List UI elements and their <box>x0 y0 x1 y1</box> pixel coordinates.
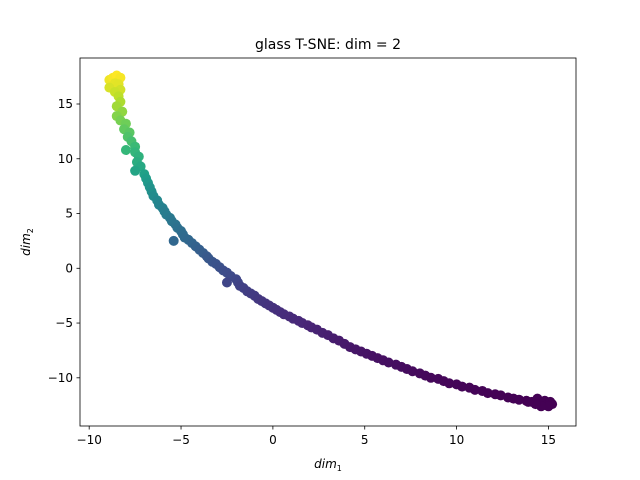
y-tick-label: 0 <box>65 261 73 275</box>
y-tick-label: −10 <box>48 371 73 385</box>
y-axis-label-sub: 2 <box>26 228 35 233</box>
data-point <box>221 277 232 288</box>
data-point <box>482 388 493 399</box>
data-point <box>543 401 554 412</box>
x-tick-label: 15 <box>541 433 556 447</box>
data-point <box>457 381 468 392</box>
data-point <box>444 378 455 389</box>
x-tick-label: −10 <box>77 433 102 447</box>
y-tick-label: 15 <box>58 97 73 111</box>
data-point <box>130 165 141 176</box>
x-axis-label-sub: 1 <box>337 464 342 473</box>
y-tick-label: 5 <box>65 207 73 221</box>
chart-title: glass T-SNE: dim = 2 <box>255 37 401 53</box>
data-point <box>120 145 131 155</box>
data-point <box>514 394 525 405</box>
y-tick-label: 10 <box>58 152 73 166</box>
x-axis-ticks: −10 −5 0 5 10 15 <box>77 426 556 447</box>
data-point <box>168 235 179 246</box>
y-tick-label: −5 <box>55 316 73 330</box>
x-tick-label: 10 <box>449 433 464 447</box>
y-axis-ticks: −10 −5 0 5 10 15 <box>48 97 80 385</box>
y-axis-label: dim2 <box>19 228 35 256</box>
y-axis-label-base: dim <box>19 233 33 256</box>
x-axis-label: dim1 <box>314 457 342 473</box>
x-tick-label: 5 <box>361 433 369 447</box>
x-tick-label: 0 <box>269 433 277 447</box>
x-axis-label-base: dim <box>314 457 337 471</box>
data-point <box>469 384 480 395</box>
data-point <box>523 396 534 407</box>
data-point <box>425 372 436 383</box>
points-layer <box>104 70 558 412</box>
x-tick-label: −5 <box>172 433 190 447</box>
plot-area-frame <box>79 57 577 427</box>
